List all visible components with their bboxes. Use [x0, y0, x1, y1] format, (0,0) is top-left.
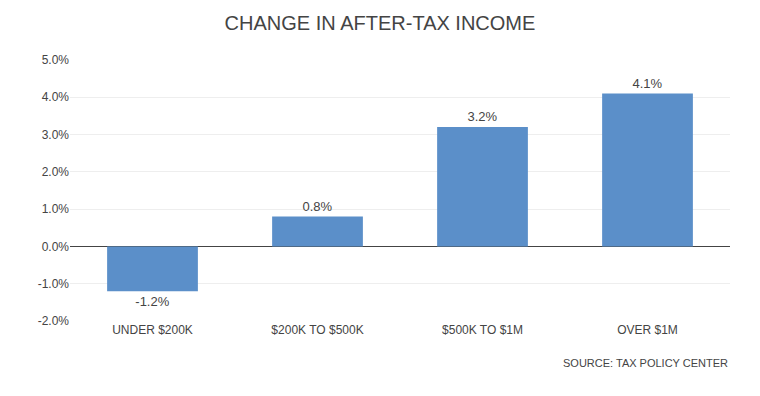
svg-text:3.2%: 3.2%: [467, 109, 497, 124]
svg-text:$200K TO $500K: $200K TO $500K: [271, 323, 363, 337]
svg-text:0.0%: 0.0%: [42, 240, 70, 254]
svg-text:SOURCE: TAX POLICY CENTER: SOURCE: TAX POLICY CENTER: [563, 357, 728, 369]
svg-text:CHANGE IN AFTER-TAX INCOME: CHANGE IN AFTER-TAX INCOME: [225, 12, 536, 34]
svg-text:3.0%: 3.0%: [42, 128, 70, 142]
svg-text:0.8%: 0.8%: [302, 199, 332, 214]
svg-text:5.0%: 5.0%: [42, 53, 70, 67]
svg-text:UNDER $200K: UNDER $200K: [112, 323, 193, 337]
svg-text:-1.0%: -1.0%: [38, 277, 70, 291]
svg-text:1.0%: 1.0%: [42, 202, 70, 216]
svg-text:-1.2%: -1.2%: [135, 294, 169, 309]
svg-text:2.0%: 2.0%: [42, 165, 70, 179]
svg-text:-2.0%: -2.0%: [38, 314, 70, 328]
svg-text:4.1%: 4.1%: [632, 76, 662, 91]
svg-text:OVER $1M: OVER $1M: [617, 323, 678, 337]
svg-text:4.0%: 4.0%: [42, 90, 70, 104]
svg-text:$500K TO $1M: $500K TO $1M: [442, 323, 523, 337]
